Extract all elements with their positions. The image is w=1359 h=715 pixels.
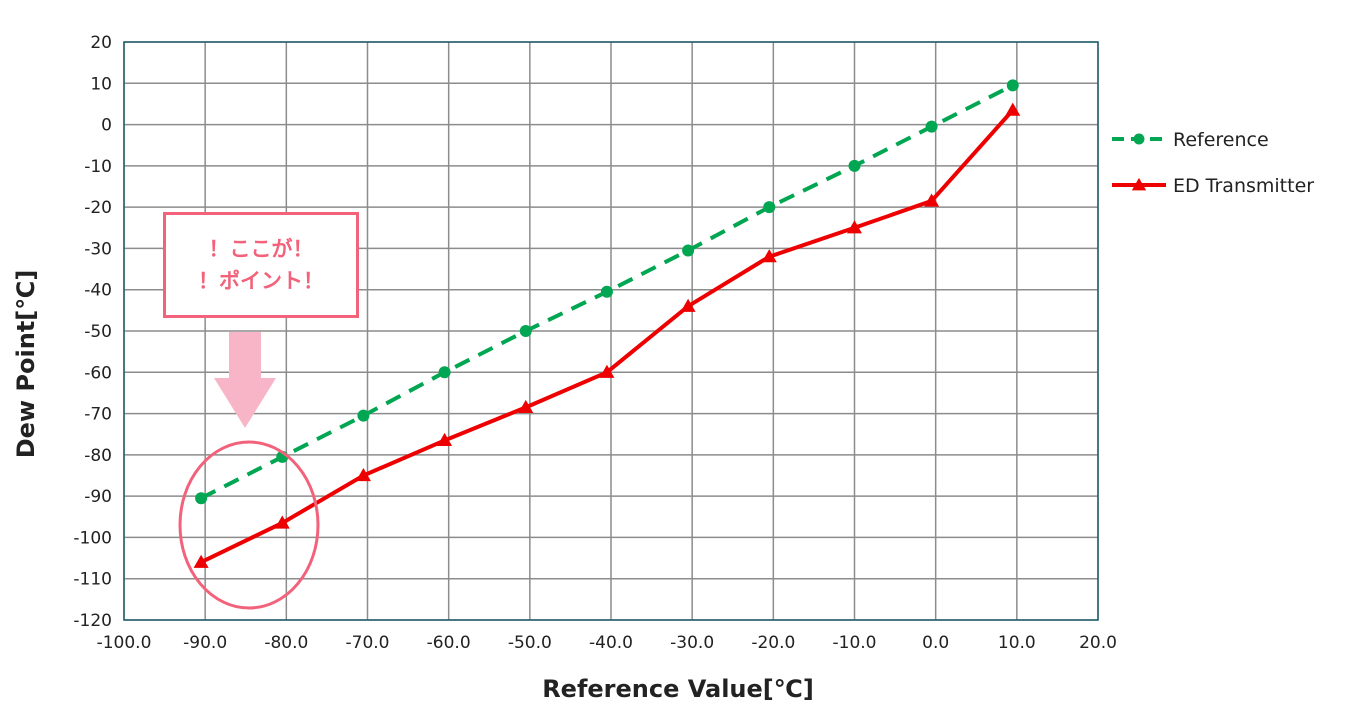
x-tick-label: -50.0 — [508, 633, 552, 653]
data-point — [438, 366, 451, 379]
plot-frame — [123, 41, 1099, 621]
y-tick-label: -10 — [84, 157, 112, 177]
highlight-circle — [178, 440, 320, 610]
y-tick-label: 0 — [101, 116, 112, 136]
y-tick-label: -90 — [84, 487, 112, 507]
x-tick-label: -10.0 — [833, 633, 877, 653]
data-point — [1131, 177, 1147, 191]
x-tick-label: -90.0 — [183, 633, 227, 653]
y-tick-label: -30 — [84, 239, 112, 259]
data-point — [519, 325, 532, 337]
data-point — [1133, 133, 1145, 145]
data-point — [847, 220, 862, 234]
data-point — [274, 515, 290, 529]
x-tick-label: -40.0 — [589, 633, 633, 653]
y-tick-label: -100 — [73, 528, 112, 548]
data-point — [518, 399, 534, 414]
series-reference — [195, 79, 1019, 505]
legend-item: ED Transmitter — [1112, 175, 1314, 197]
data-point — [193, 554, 209, 568]
callout-line-2: ！ポイント！ — [198, 269, 324, 293]
grid — [123, 41, 1099, 621]
x-tick-label: -60.0 — [427, 633, 471, 653]
data-point — [1006, 79, 1019, 92]
x-tick-label: 0.0 — [922, 633, 949, 653]
legend-label: ED Transmitter — [1173, 175, 1314, 197]
data-point — [357, 409, 370, 422]
y-tick-label: -110 — [73, 570, 112, 590]
series-ed-transmitter — [193, 102, 1021, 568]
x-tick-label: -70.0 — [346, 633, 390, 653]
callout-box: ！ここが！ ！ポイント！ — [163, 212, 359, 318]
data-point — [600, 285, 613, 298]
callout-arrow — [214, 332, 276, 428]
data-point — [599, 364, 615, 378]
callout-line-1: ！ここが！ — [208, 237, 314, 261]
x-tick-label: 20.0 — [1079, 633, 1117, 653]
data-point — [763, 201, 776, 214]
legend: Reference ED Transmitter — [1112, 129, 1314, 197]
legend-label: Reference — [1173, 129, 1269, 151]
x-axis-title: Reference Value[℃] — [542, 675, 814, 703]
x-tick-label: -80.0 — [264, 633, 308, 653]
x-tick-label: -20.0 — [751, 633, 795, 653]
x-tick-label: -30.0 — [670, 633, 714, 653]
data-point — [355, 468, 371, 482]
data-point — [848, 159, 861, 172]
data-point — [437, 432, 453, 447]
data-point — [1005, 102, 1021, 116]
y-tick-label: -120 — [73, 611, 112, 631]
series-line — [200, 108, 1015, 565]
x-tick-label: 10.0 — [998, 633, 1036, 653]
data-point — [761, 249, 777, 263]
y-tick-label: -20 — [84, 198, 112, 218]
data-point — [925, 120, 938, 133]
y-tick-label: 10 — [90, 74, 112, 94]
y-tick-label: 20 — [90, 33, 112, 53]
series-layer — [193, 79, 1021, 568]
y-tick-label: -80 — [84, 446, 112, 466]
y-ticks: 20 10 0 -10 -20 -30 -40 -50 -60 -70 -80 -90 -100 -110… — [73, 33, 112, 631]
legend-item: Reference — [1112, 129, 1269, 151]
data-point — [195, 492, 208, 505]
y-tick-label: -50 — [84, 322, 112, 342]
x-tick-label: -100.0 — [97, 633, 152, 653]
data-point — [924, 193, 940, 207]
y-tick-label: -60 — [84, 363, 112, 383]
y-tick-label: -70 — [84, 405, 112, 425]
data-point — [682, 244, 695, 257]
y-axis-title: Dew Point[℃] — [12, 270, 40, 459]
x-ticks: -100.0 -90.0 -80.0 -70.0 -60.0 -50.0 -40.0 -30.… — [97, 633, 1117, 653]
y-tick-label: -40 — [84, 281, 112, 301]
data-point — [680, 298, 696, 312]
